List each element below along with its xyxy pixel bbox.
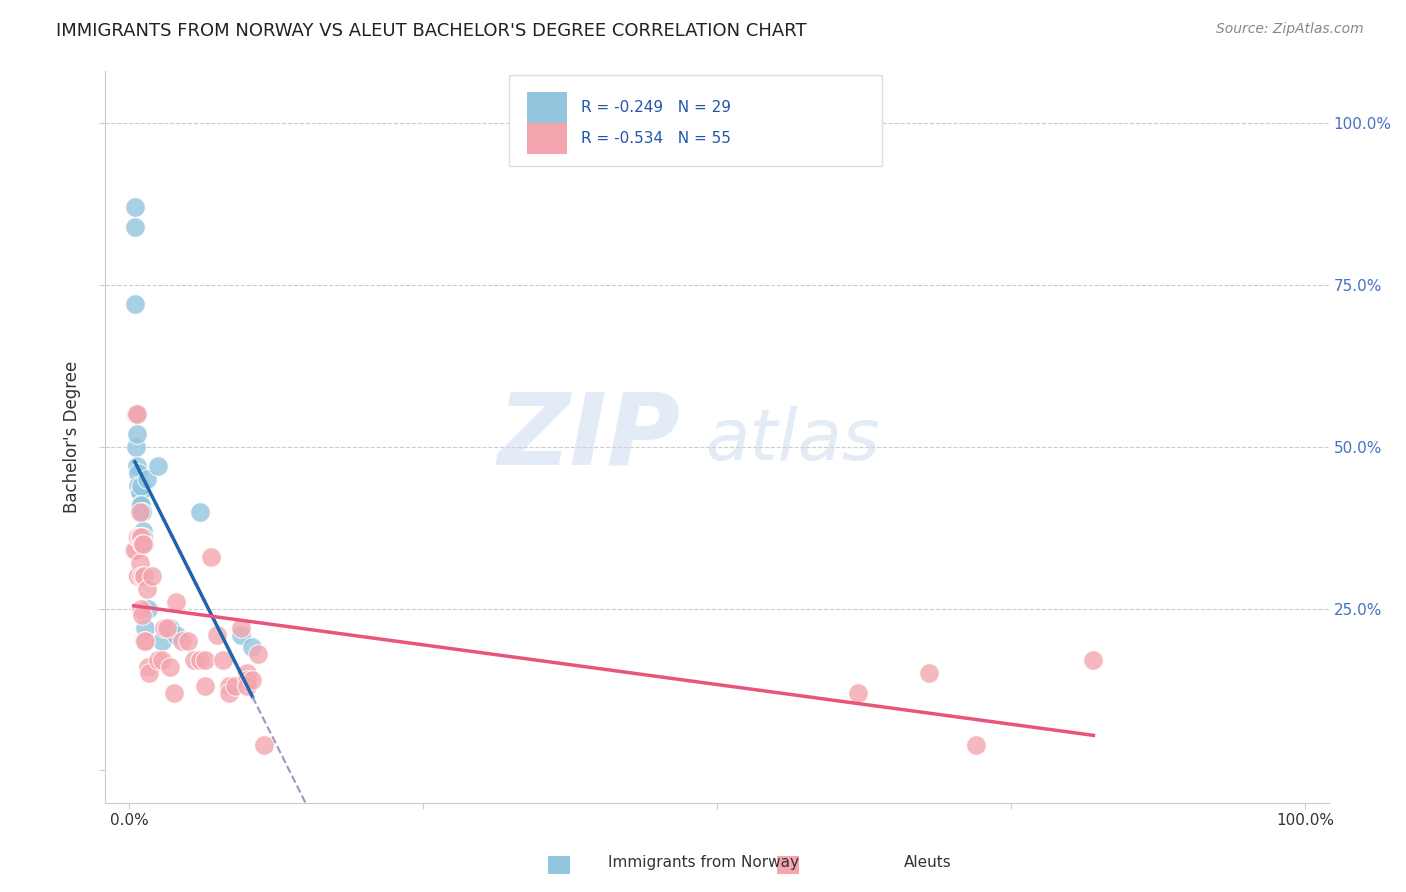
Point (200, 549, 222, 564)
Point (156, 621, 179, 635)
Text: IMMIGRANTS FROM NORWAY VS ALEUT BACHELOR'S DEGREE CORRELATION CHART: IMMIGRANTS FROM NORWAY VS ALEUT BACHELOR… (56, 22, 807, 40)
Point (242, 673, 264, 687)
Point (134, 537, 156, 551)
Point (131, 504, 153, 518)
Point (136, 660, 159, 674)
Point (127, 459, 149, 474)
Point (127, 466, 149, 480)
Point (128, 504, 150, 518)
Point (150, 634, 173, 648)
Point (170, 634, 193, 648)
Point (127, 569, 149, 583)
Point (965, 738, 987, 752)
Point (188, 504, 211, 518)
Point (125, 440, 148, 454)
Point (134, 569, 156, 583)
Point (134, 621, 156, 635)
Point (131, 537, 153, 551)
Point (159, 660, 181, 674)
Point (235, 679, 257, 693)
Point (131, 504, 153, 518)
Point (218, 679, 240, 693)
Text: Aleuts: Aleuts (904, 855, 952, 870)
Bar (527, 123, 567, 154)
Point (127, 426, 149, 441)
Point (136, 601, 159, 615)
Point (141, 569, 163, 583)
Point (150, 653, 173, 667)
Point (125, 408, 148, 422)
Point (229, 621, 252, 635)
Point (132, 569, 155, 583)
Point (125, 408, 148, 422)
Point (188, 653, 211, 667)
Point (124, 543, 146, 558)
Point (153, 621, 176, 635)
Point (132, 530, 155, 544)
Point (129, 478, 152, 492)
Point (131, 608, 153, 623)
Point (124, 297, 146, 311)
Point (159, 621, 181, 635)
Point (148, 459, 170, 474)
Point (135, 582, 157, 597)
Text: ZIP: ZIP (498, 389, 681, 485)
Text: R = -0.534   N = 55: R = -0.534 N = 55 (581, 131, 731, 146)
Point (235, 666, 257, 681)
Point (235, 673, 257, 687)
Point (183, 653, 205, 667)
Point (177, 634, 200, 648)
Text: atlas: atlas (704, 406, 879, 475)
Text: Source: ZipAtlas.com: Source: ZipAtlas.com (1216, 22, 1364, 37)
Point (212, 653, 235, 667)
Point (129, 530, 152, 544)
Point (135, 472, 157, 486)
Point (127, 569, 149, 583)
Point (129, 498, 152, 512)
Point (247, 647, 270, 661)
Point (128, 485, 150, 500)
Point (132, 537, 155, 551)
Point (127, 478, 149, 492)
Point (846, 686, 869, 700)
Point (148, 653, 170, 667)
Point (127, 408, 149, 422)
Text: Immigrants from Norway: Immigrants from Norway (607, 855, 799, 870)
Point (128, 557, 150, 571)
Point (127, 530, 149, 544)
Point (218, 686, 240, 700)
Point (128, 498, 150, 512)
Point (138, 666, 160, 681)
Point (163, 686, 186, 700)
Point (124, 219, 146, 234)
Point (128, 530, 150, 544)
Bar (778, 856, 799, 874)
Text: R = -0.249   N = 29: R = -0.249 N = 29 (581, 100, 731, 115)
Point (1083, 653, 1105, 667)
Point (194, 653, 217, 667)
Point (132, 524, 155, 538)
Point (242, 640, 264, 655)
Y-axis label: Bachelor's Degree: Bachelor's Degree (63, 361, 82, 513)
Point (124, 200, 146, 214)
Point (129, 601, 152, 615)
Bar (548, 856, 569, 874)
Point (129, 569, 152, 583)
Point (165, 595, 187, 609)
Point (128, 485, 150, 500)
Bar (527, 92, 567, 122)
Point (122, 543, 145, 558)
Point (224, 679, 246, 693)
Point (194, 679, 217, 693)
Point (918, 666, 941, 681)
Point (134, 634, 156, 648)
FancyBboxPatch shape (509, 75, 882, 167)
Point (165, 627, 187, 641)
Point (229, 627, 252, 641)
Point (134, 634, 156, 648)
Point (205, 627, 228, 641)
Point (127, 530, 149, 544)
Point (253, 738, 276, 752)
